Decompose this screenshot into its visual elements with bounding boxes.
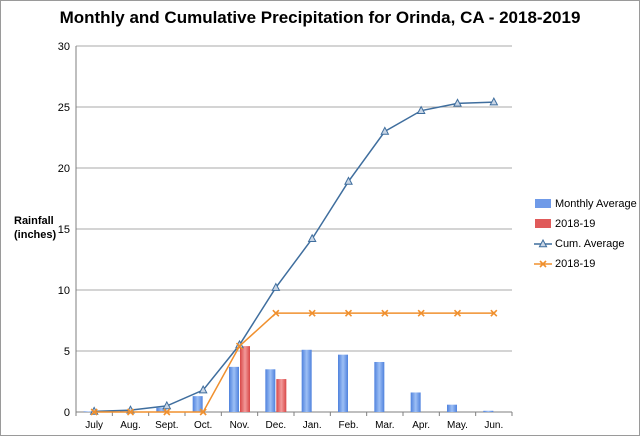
x-marker — [272, 309, 280, 317]
chart-title: Monthly and Cumulative Precipitation for… — [59, 8, 581, 27]
x-marker — [490, 309, 498, 317]
x-tick-label: Mar. — [375, 420, 394, 431]
triangle-marker — [307, 233, 317, 243]
bar — [265, 369, 276, 412]
bar — [410, 392, 421, 412]
bar — [229, 366, 239, 412]
legend-item: Monthly Average — [533, 196, 638, 216]
x-marker — [344, 309, 353, 317]
bar — [192, 396, 203, 412]
legend-label: Cum. Average — [555, 238, 625, 250]
y-axis-label-line-1: Rainfall — [14, 215, 54, 227]
x-marker — [453, 309, 462, 317]
y-tick-label: 0 — [64, 407, 70, 419]
triangle-marker — [162, 400, 172, 410]
y-tick-label: 15 — [58, 224, 70, 236]
y-tick-label: 25 — [58, 102, 70, 114]
x-marker — [417, 309, 425, 317]
series-line — [94, 312, 494, 413]
legend-swatch — [535, 219, 551, 228]
legend-item: 2018-19 — [533, 216, 638, 236]
x-marker — [381, 309, 389, 317]
x-tick-label: Jan. — [303, 420, 322, 431]
x-tick-label: May. — [447, 420, 468, 431]
triangle-marker — [271, 282, 281, 291]
bar — [301, 349, 312, 412]
triangle-marker — [453, 98, 462, 107]
bar — [483, 410, 494, 412]
x-tick-label: Jun. — [484, 420, 503, 431]
y-tick-label: 30 — [58, 41, 70, 53]
legend-label: Monthly Average — [555, 198, 637, 210]
x-marker — [235, 342, 244, 350]
series-line — [94, 101, 494, 413]
x-marker — [126, 408, 135, 416]
x-tick-label: Feb. — [338, 420, 358, 431]
bar — [374, 361, 385, 412]
y-tick-label: 20 — [58, 163, 70, 175]
x-tick-label: Sept. — [155, 420, 178, 431]
x-marker — [163, 408, 171, 416]
x-tick-label: Nov. — [230, 420, 250, 431]
x-marker — [308, 309, 316, 317]
triangle-marker — [344, 176, 353, 185]
bar — [338, 354, 348, 412]
x-tick-label: Aug. — [120, 420, 141, 431]
legend-item: Cum. Average — [533, 236, 638, 256]
legend-label: 2018-19 — [555, 218, 596, 230]
bar — [240, 346, 250, 412]
y-axis-label: Rainfall (inches) — [14, 214, 84, 242]
y-tick-label: 10 — [58, 285, 70, 297]
legend: Monthly Average 2018-19 Cum. Average 2018-1… — [533, 196, 638, 276]
bar — [447, 404, 457, 412]
y-axis-label-line-2: (inches) — [14, 229, 57, 241]
legend-swatch — [534, 260, 552, 268]
x-tick-label: July — [85, 420, 103, 431]
triangle-marker — [489, 97, 499, 106]
bar — [156, 407, 167, 412]
y-tick-label: 5 — [64, 346, 70, 358]
legend-swatch — [534, 238, 552, 248]
x-tick-label: Dec. — [266, 420, 287, 431]
x-marker — [90, 408, 98, 416]
bar — [83, 411, 94, 412]
x-tick-label: Apr. — [412, 420, 430, 431]
legend-item: 2018-19 — [533, 256, 638, 276]
x-tick-label: Oct. — [194, 420, 212, 431]
bar — [276, 379, 287, 412]
legend-swatch — [535, 199, 551, 208]
triangle-marker — [416, 105, 426, 114]
x-marker — [199, 408, 207, 416]
triangle-marker — [380, 126, 390, 135]
triangle-marker — [198, 384, 208, 394]
legend-label: 2018-19 — [555, 258, 596, 270]
